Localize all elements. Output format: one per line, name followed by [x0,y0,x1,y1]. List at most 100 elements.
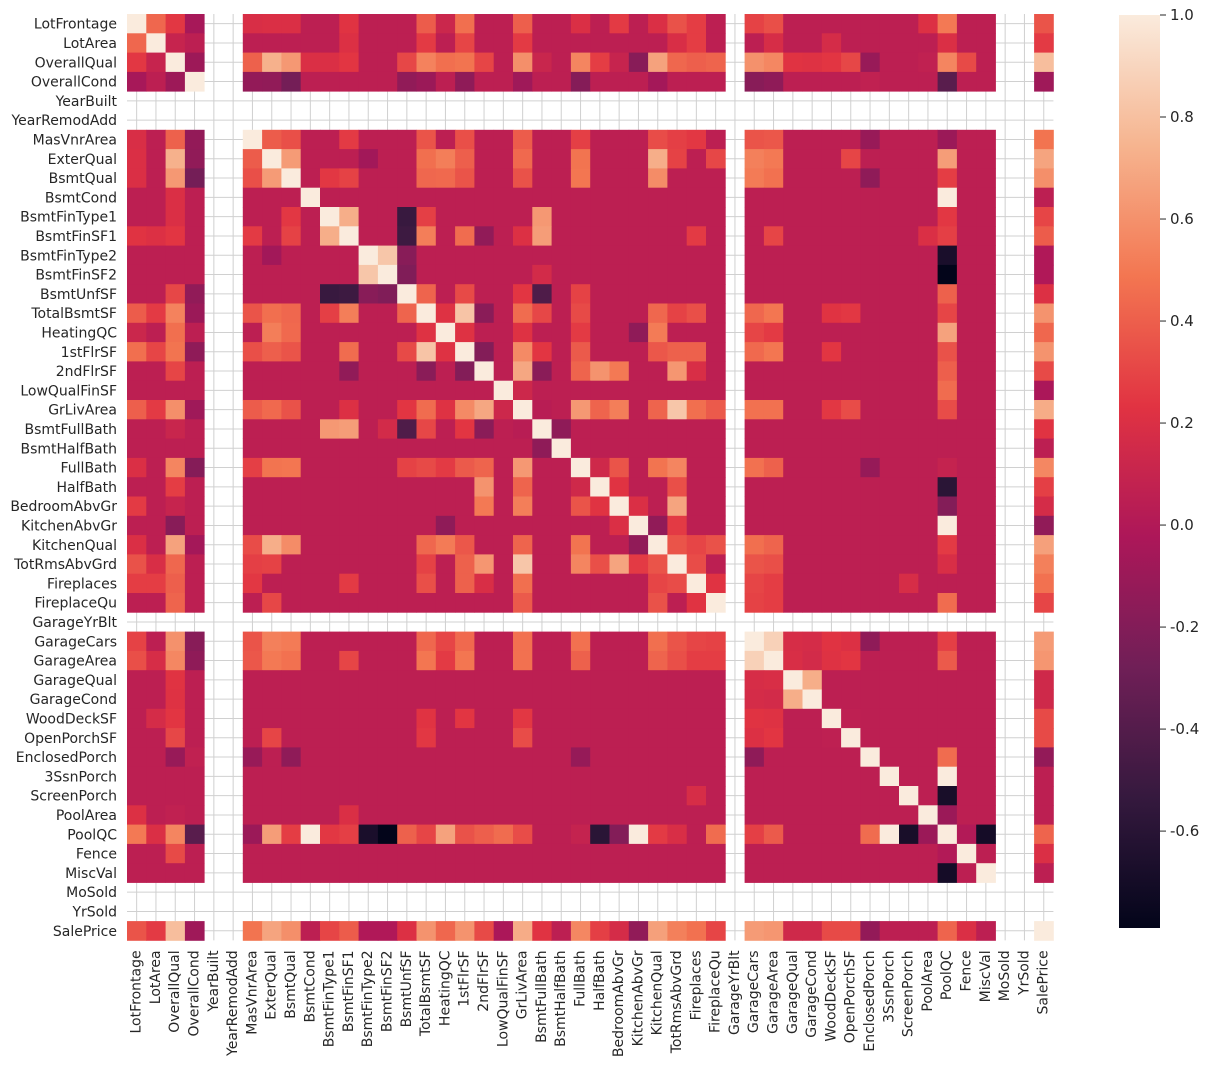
heatmap-cell [821,342,842,362]
heatmap-cell [783,805,803,825]
heatmap-cell [146,554,166,575]
heatmap-cell [127,593,147,613]
heatmap-cell [744,400,765,420]
heatmap-cell [493,786,514,806]
heatmap-cell [551,824,572,845]
heatmap-cell [899,631,919,652]
heatmap-cell [416,650,437,671]
heatmap-cell [281,52,302,73]
y-tick-label: OverallCond [31,75,117,91]
heatmap-cell [570,33,591,53]
heatmap-cell [686,342,707,362]
heatmap-cell [532,863,552,883]
heatmap-cell [628,670,649,690]
heatmap-cell [435,438,456,459]
heatmap-cell [628,631,649,652]
heatmap-cell [937,496,958,517]
heatmap-cell [146,843,166,864]
heatmap-cell [513,245,533,266]
heatmap-cell [397,303,417,324]
heatmap-cell [377,786,398,806]
heatmap-cell [281,14,302,34]
heatmap-cell [1034,786,1054,806]
heatmap-cell [358,535,379,555]
x-tick-label: YrSold [1016,950,1032,996]
heatmap-cell [976,843,996,864]
heatmap-cell [300,786,321,806]
x-tick-label: MiscVal [978,950,994,1002]
heatmap-cell [609,728,630,748]
heatmap-cell [821,245,842,266]
heatmap-cell [686,496,707,517]
heatmap-cell [841,786,861,806]
heatmap-cell [976,187,996,208]
heatmap-cell [493,33,514,53]
heatmap-cell [435,843,456,864]
heatmap-cell [956,207,977,227]
heatmap-cell [127,554,147,575]
heatmap-cell [474,342,495,362]
heatmap-cell [184,226,205,246]
heatmap-cell [397,245,417,266]
heatmap-cell [570,689,591,710]
heatmap-cell [590,284,610,304]
heatmap-cell [300,496,321,517]
heatmap-cell [744,322,765,343]
heatmap-cell [242,226,263,246]
heatmap-cell [474,535,495,555]
heatmap-cell [802,33,823,53]
heatmap-cell [339,457,359,478]
heatmap-cell [667,708,688,729]
heatmap-cell [648,361,668,382]
heatmap-cell [146,670,166,690]
heatmap-cell [956,843,977,864]
heatmap-cell [242,71,263,92]
y-tick-label: KitchenAbvGr [21,518,117,534]
heatmap-cell [667,52,688,73]
heatmap-cell [551,284,572,304]
heatmap-cell [590,786,610,806]
heatmap-cell [648,168,668,189]
y-tick-label: OpenPorchSF [24,731,117,747]
heatmap-cell [860,71,881,92]
heatmap-cell [493,149,514,169]
heatmap-cell [397,535,417,555]
heatmap-cell [860,342,881,362]
heatmap-cell [918,554,938,575]
heatmap-cell [455,708,475,729]
heatmap-cell [879,303,900,324]
heatmap-cell [590,129,610,150]
heatmap-cell [532,264,552,285]
heatmap-cell [435,284,456,304]
heatmap-cell [937,342,958,362]
heatmap-cell [242,33,263,53]
heatmap-cell [493,921,514,941]
x-tick-label: 1stFlrSF [457,950,473,1006]
heatmap-cell [184,284,205,304]
heatmap-cell [397,361,417,382]
heatmap-cell [918,766,938,787]
heatmap-cell [744,708,765,729]
heatmap-cell [262,168,282,189]
heatmap-cell [435,361,456,382]
heatmap-cell [744,786,765,806]
heatmap-cell [358,786,379,806]
heatmap-cell [956,593,977,613]
heatmap-cell [802,149,823,169]
heatmap-cell [184,631,205,652]
heatmap-cell [899,129,919,150]
heatmap-cell [165,438,186,459]
heatmap-cell [455,380,475,401]
heatmap-cell [1034,515,1054,536]
heatmap-cell [416,33,437,53]
heatmap-cell [416,824,437,845]
heatmap-cell [281,71,302,92]
heatmap-cell [551,805,572,825]
heatmap-cell [609,824,630,845]
heatmap-cell [455,921,475,941]
heatmap-cell [879,766,900,787]
heatmap-cell [763,419,784,439]
heatmap-cell [320,303,340,324]
heatmap-cell [416,226,437,246]
heatmap-cell [956,496,977,517]
